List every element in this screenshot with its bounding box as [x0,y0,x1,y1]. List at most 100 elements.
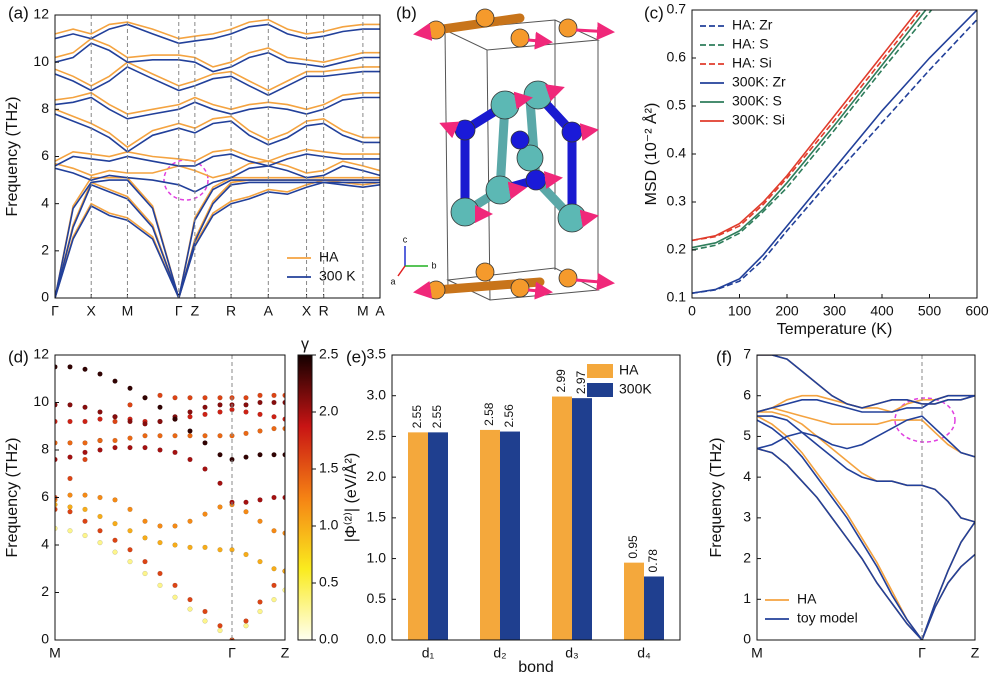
y-axis-label: MSD (10⁻² Å²) [641,103,660,206]
bar [552,396,572,640]
band-line [55,37,380,68]
gamma-dot [67,402,73,408]
band-line [55,181,380,298]
gamma-dot [97,494,103,501]
gamma-dot [142,433,148,439]
colorbar-tick-label: 1.0 [319,517,339,533]
legend-label: 300K: Zr [732,74,786,90]
gamma-dot [271,452,277,458]
gamma-dot [243,395,249,401]
colorbar-tick-label: 2.5 [319,346,339,362]
gamma-dot [243,402,249,408]
series-line [692,10,920,242]
gamma-dot [217,433,223,439]
gamma-dot [82,404,88,410]
colorbar [297,354,313,641]
y-tick-label: 7 [743,346,751,362]
band-line [757,419,975,640]
x-tick-label: A [264,303,274,319]
gamma-dot [187,456,193,463]
gamma-dot [55,402,58,408]
gamma-dot [243,618,249,624]
gamma-dot [172,523,178,529]
band-line [757,415,975,458]
gamma-dot [112,418,118,425]
x-tick-label: M [357,303,369,319]
bar [572,398,592,640]
y-tick-label: 8 [41,441,49,457]
y-tick-label: 0.7 [667,1,687,17]
x-tick-label: R [319,303,329,319]
gamma-dot [172,416,178,422]
y-tick-label: 12 [33,6,49,22]
gamma-dot [127,547,133,553]
gamma-dot [112,549,118,555]
legend-swatch [587,364,613,378]
gamma-dot [67,440,73,446]
gamma-dot [202,608,208,615]
y-axis-label: Frequency (THz) [4,96,21,216]
band-line [55,160,380,179]
gamma-dot [282,494,285,501]
x-tick-label: d₁ [422,645,435,661]
x-tick-label: d₄ [637,645,651,661]
y-tick-label: 0.5 [367,590,387,606]
gamma-dot [97,416,103,422]
band-line [55,42,380,73]
gamma-dot [112,445,118,451]
band-line [55,108,380,149]
gamma-dot [187,606,193,612]
colorbar-tick-label: 0.0 [319,631,339,647]
gamma-dot [271,582,277,588]
y-tick-label: 10 [33,393,49,409]
gamma-dot [55,440,58,446]
band-line [757,355,975,409]
legend-label: HA: Zr [732,17,773,33]
gamma-dot [97,447,103,453]
gamma-dot [82,366,88,372]
gamma-dot [127,418,133,425]
gamma-dot [142,445,148,451]
gamma-dot [112,378,118,384]
colorbar-tick-label: 2.0 [319,403,339,419]
x-tick-label: M [751,645,763,661]
gamma-dot [217,623,223,629]
gamma-dot [217,402,223,408]
gamma-dot [187,395,193,401]
gamma-dot [202,466,208,472]
x-tick-label: 400 [870,303,894,319]
gamma-dot [257,411,263,417]
y-tick-label: 6 [41,147,49,163]
y-tick-label: 8 [41,100,49,116]
gamma-dot [112,497,118,503]
y-tick-label: 3 [743,509,751,525]
gamma-dot [257,497,263,503]
y-tick-label: 2.0 [367,468,387,484]
gamma-dot [127,559,133,565]
x-tick-label: Γ [175,303,183,319]
y-tick-label: 4 [41,194,49,210]
axis-indicator-label: b [431,260,436,270]
axes-frame [54,14,381,299]
gamma-dot [217,504,223,510]
legend-label: HA [319,249,339,265]
series-line [692,10,927,249]
gamma-dot [127,445,133,451]
gamma-dot [67,364,73,370]
gamma-dot [172,582,178,588]
gamma-dot [187,409,193,415]
gamma-dot [217,480,223,486]
gamma-dot [82,449,88,455]
value-label: 2.55 [430,405,444,429]
y-tick-label: 3.0 [367,386,387,402]
band-line [55,179,380,298]
plot-area [55,364,285,640]
gamma-dot [67,475,73,482]
panel-label: (c) [644,3,664,22]
y-tick-label: 4 [743,468,751,484]
band-line [757,355,975,409]
panel-label: (a) [8,3,29,22]
value-label: 2.97 [574,370,588,394]
gamma-dot [55,506,58,512]
y-tick-label: 0 [41,289,49,305]
